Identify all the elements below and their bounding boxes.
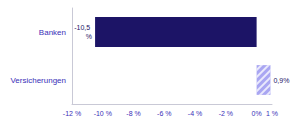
svg-text:-10,5: -10,5 xyxy=(74,24,92,31)
svg-text:0,9%: 0,9% xyxy=(273,77,289,84)
svg-text:-2 %: -2 % xyxy=(219,110,233,117)
svg-text:Banken: Banken xyxy=(39,28,66,37)
svg-text:-8 %: -8 % xyxy=(126,110,140,117)
svg-text:Versicherungen: Versicherungen xyxy=(10,76,66,85)
svg-text:0%: 0% xyxy=(252,110,262,117)
svg-text:1 %: 1 % xyxy=(266,110,278,117)
svg-text:-4 %: -4 % xyxy=(188,110,202,117)
svg-text:-10 %: -10 % xyxy=(94,110,112,117)
svg-text:%: % xyxy=(86,33,92,40)
svg-text:-12 %: -12 % xyxy=(63,110,81,117)
svg-text:-6 %: -6 % xyxy=(157,110,171,117)
